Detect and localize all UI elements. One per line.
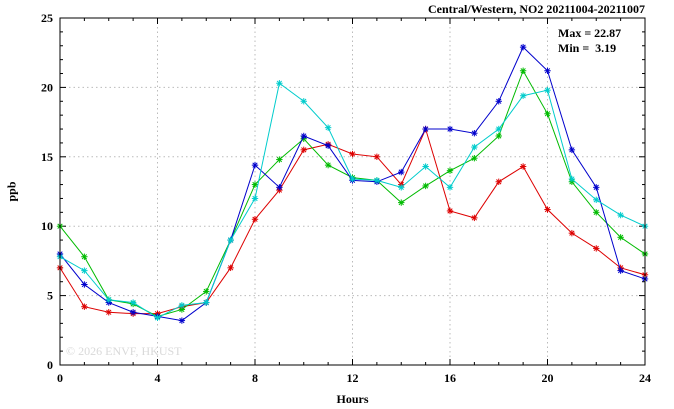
data-point-marker-cyan <box>130 299 136 306</box>
y-axis-label: ppb <box>4 181 19 202</box>
data-point-marker-green <box>496 133 502 139</box>
watermark: © 2026 ENVF, HKUST <box>66 344 182 358</box>
y-tick-label: 5 <box>47 289 53 303</box>
data-point-marker-cyan <box>276 80 283 86</box>
data-point-marker-green <box>325 162 331 168</box>
data-point-marker-cyan <box>179 302 185 308</box>
data-point-marker-blue <box>81 281 88 288</box>
data-point-marker-red <box>496 179 502 185</box>
data-point-marker-blue <box>617 267 624 274</box>
data-point-marker-cyan <box>349 176 356 182</box>
data-point-marker-green <box>447 168 453 174</box>
data-point-marker-cyan <box>569 176 575 182</box>
data-point-marker-green <box>422 183 429 189</box>
data-point-marker-red <box>447 208 453 214</box>
data-point-marker-red <box>301 147 307 153</box>
data-point-marker-cyan <box>422 163 429 170</box>
data-point-marker-green <box>617 234 624 240</box>
y-tick-label: 10 <box>41 219 53 233</box>
data-point-marker-green <box>81 254 88 260</box>
data-point-marker-red <box>349 151 356 157</box>
data-point-marker-cyan <box>617 212 624 218</box>
plot-border <box>59 17 646 366</box>
x-tick-label: 4 <box>155 371 161 385</box>
data-point-marker-cyan <box>471 144 478 150</box>
data-point-marker-blue <box>496 98 502 104</box>
data-point-marker-green <box>520 68 526 74</box>
data-point-marker-blue <box>398 169 404 175</box>
data-point-marker-blue <box>325 143 331 149</box>
data-point-marker-blue <box>544 68 551 74</box>
data-point-marker-green <box>203 288 209 295</box>
data-point-marker-blue <box>520 44 526 50</box>
x-axis-label: Hours <box>336 392 369 406</box>
data-point-marker-cyan <box>154 315 161 321</box>
data-point-marker-cyan <box>81 267 88 274</box>
data-point-marker-red <box>374 154 380 160</box>
data-point-marker-red <box>520 163 526 170</box>
data-point-marker-blue <box>471 130 478 136</box>
data-point-marker-cyan <box>520 93 526 99</box>
data-point-marker-cyan <box>106 297 112 303</box>
data-point-marker-green <box>252 181 258 188</box>
data-point-marker-cyan <box>325 124 331 131</box>
chart-title: Central/Western, NO2 20211004-20211007 <box>428 2 645 16</box>
max-value-label: Max = 22.87 <box>558 26 622 40</box>
data-point-marker-cyan <box>374 177 380 184</box>
data-point-marker-cyan <box>227 237 234 243</box>
data-point-marker-cyan <box>447 184 453 190</box>
data-point-marker-cyan <box>252 195 258 202</box>
data-point-marker-green <box>471 155 478 161</box>
data-point-marker-red <box>252 216 258 222</box>
data-point-marker-blue <box>276 184 283 190</box>
data-point-marker-blue <box>569 147 575 153</box>
data-point-marker-blue <box>179 317 185 324</box>
data-point-marker-blue <box>447 126 453 132</box>
data-point-marker-blue <box>130 309 136 315</box>
data-point-marker-cyan <box>496 126 502 132</box>
y-tick-label: 0 <box>47 358 53 372</box>
data-point-marker-blue <box>593 184 599 190</box>
data-point-marker-blue <box>301 133 307 139</box>
data-point-marker-green <box>276 156 283 163</box>
data-point-marker-red <box>569 230 575 236</box>
x-tick-label: 16 <box>444 371 456 385</box>
x-tick-label: 24 <box>639 371 651 385</box>
data-point-marker-blue <box>252 162 258 168</box>
data-point-marker-cyan <box>301 98 307 104</box>
data-point-marker-red <box>81 304 88 310</box>
min-value-label: Min = 3.19 <box>558 41 617 55</box>
data-point-marker-green <box>179 306 185 313</box>
data-point-marker-red <box>544 206 551 213</box>
data-point-marker-red <box>593 245 599 252</box>
maxmin-annotation: Max = 22.87 Min = 3.19 <box>558 26 621 56</box>
data-point-marker-cyan <box>544 87 551 93</box>
x-tick-label: 8 <box>252 371 258 385</box>
data-point-marker-green <box>593 209 599 215</box>
data-point-marker-blue <box>422 126 429 132</box>
y-tick-label: 15 <box>41 150 53 164</box>
data-point-marker-red <box>471 215 478 221</box>
data-point-marker-red <box>227 265 234 271</box>
data-point-marker-green <box>544 111 551 117</box>
data-point-marker-green <box>398 199 404 206</box>
x-tick-label: 12 <box>347 371 359 385</box>
data-point-marker-cyan <box>203 299 209 306</box>
x-tick-label: 0 <box>57 371 63 385</box>
data-point-marker-cyan <box>593 197 599 203</box>
data-point-marker-cyan <box>398 184 404 190</box>
x-tick-label: 20 <box>542 371 554 385</box>
data-point-marker-red <box>106 309 112 315</box>
y-tick-label: 25 <box>41 11 53 25</box>
y-tick-label: 20 <box>41 80 53 94</box>
